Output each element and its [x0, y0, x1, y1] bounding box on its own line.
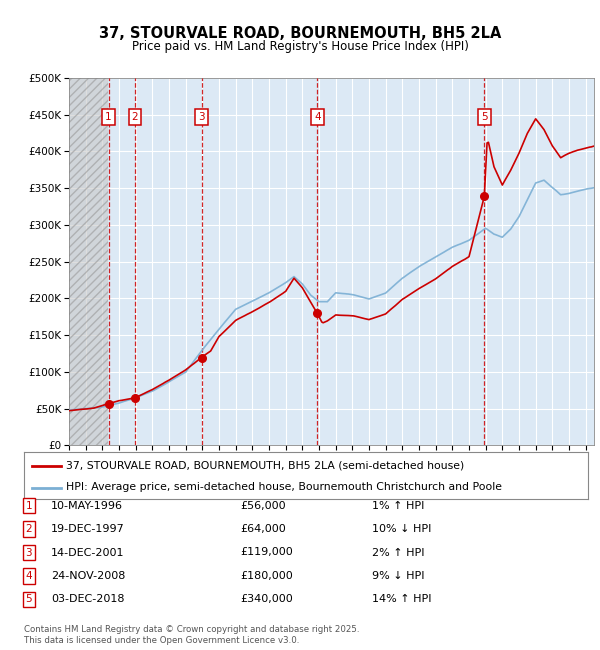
- Text: 5: 5: [25, 594, 32, 604]
- Text: 10-MAY-1996: 10-MAY-1996: [51, 500, 123, 511]
- Text: 9% ↓ HPI: 9% ↓ HPI: [372, 571, 425, 581]
- Text: 2% ↑ HPI: 2% ↑ HPI: [372, 547, 425, 558]
- Text: 4: 4: [25, 571, 32, 581]
- Text: £340,000: £340,000: [240, 594, 293, 604]
- Text: 1: 1: [25, 500, 32, 511]
- Text: 1% ↑ HPI: 1% ↑ HPI: [372, 500, 424, 511]
- Text: Price paid vs. HM Land Registry's House Price Index (HPI): Price paid vs. HM Land Registry's House …: [131, 40, 469, 53]
- Text: £180,000: £180,000: [240, 571, 293, 581]
- Text: 24-NOV-2008: 24-NOV-2008: [51, 571, 125, 581]
- Text: 03-DEC-2018: 03-DEC-2018: [51, 594, 125, 604]
- Text: HPI: Average price, semi-detached house, Bournemouth Christchurch and Poole: HPI: Average price, semi-detached house,…: [66, 482, 502, 493]
- Text: 10% ↓ HPI: 10% ↓ HPI: [372, 524, 431, 534]
- Text: Contains HM Land Registry data © Crown copyright and database right 2025.
This d: Contains HM Land Registry data © Crown c…: [24, 625, 359, 645]
- Text: 5: 5: [481, 112, 488, 122]
- Text: £119,000: £119,000: [240, 547, 293, 558]
- Text: 19-DEC-1997: 19-DEC-1997: [51, 524, 125, 534]
- Text: 14-DEC-2001: 14-DEC-2001: [51, 547, 125, 558]
- Text: 37, STOURVALE ROAD, BOURNEMOUTH, BH5 2LA: 37, STOURVALE ROAD, BOURNEMOUTH, BH5 2LA: [99, 26, 501, 42]
- Text: 37, STOURVALE ROAD, BOURNEMOUTH, BH5 2LA (semi-detached house): 37, STOURVALE ROAD, BOURNEMOUTH, BH5 2LA…: [66, 460, 464, 471]
- Text: 2: 2: [25, 524, 32, 534]
- Text: 1: 1: [105, 112, 112, 122]
- Text: 3: 3: [25, 547, 32, 558]
- Text: 14% ↑ HPI: 14% ↑ HPI: [372, 594, 431, 604]
- Text: £64,000: £64,000: [240, 524, 286, 534]
- Text: 4: 4: [314, 112, 320, 122]
- Text: 3: 3: [198, 112, 205, 122]
- Bar: [69, 78, 109, 445]
- Text: £56,000: £56,000: [240, 500, 286, 511]
- Text: 2: 2: [131, 112, 139, 122]
